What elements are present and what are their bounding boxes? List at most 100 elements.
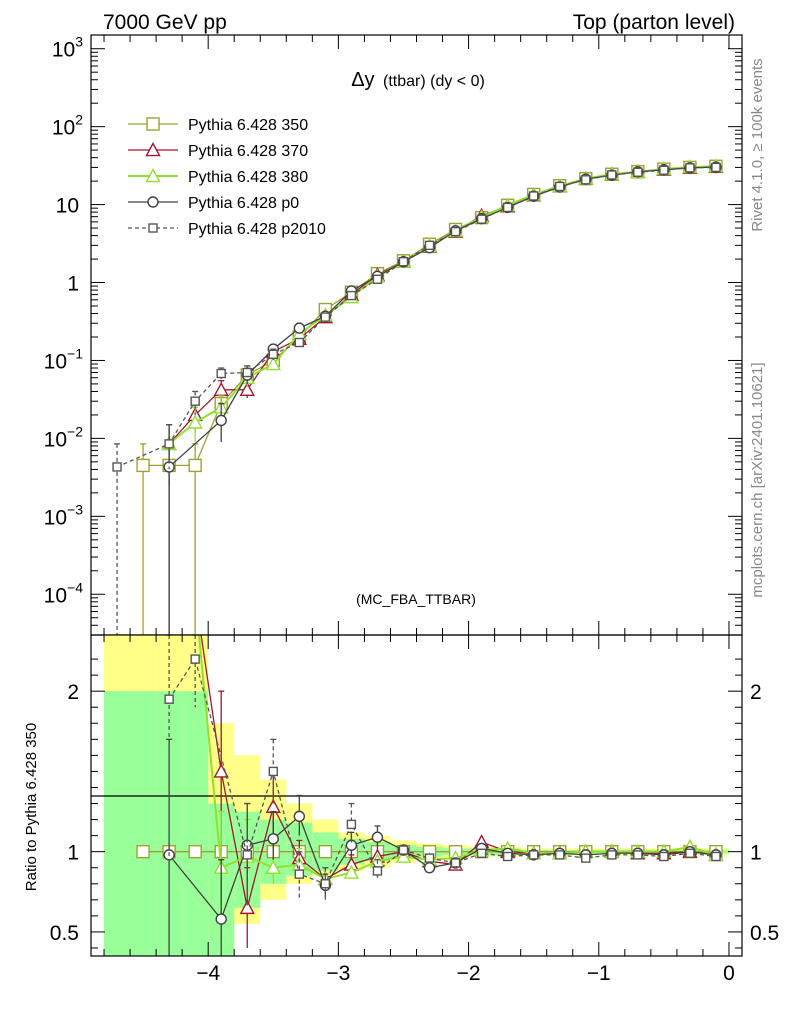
main-line-3 <box>168 166 716 468</box>
main-point-4 <box>294 337 305 348</box>
main-point-4 <box>685 163 695 173</box>
main-point-4 <box>502 202 513 213</box>
legend-label: Pythia 6.428 380 <box>188 169 308 186</box>
x-tick-label: −4 <box>196 962 220 985</box>
y-tick-label: 10 <box>56 195 79 218</box>
plot-title: Δy (ttbar) (dy < 0) <box>351 69 485 91</box>
ratio-line-2 <box>197 635 717 881</box>
main-point-2 <box>265 356 281 371</box>
ratio-tick-label: 1 <box>67 842 79 865</box>
header-left: 7000 GeV pp <box>103 11 227 34</box>
main-point-4 <box>164 439 174 449</box>
main-point-4 <box>190 396 200 406</box>
main-point-3 <box>215 414 227 427</box>
ratio-point-3 <box>371 831 384 843</box>
ratio-band-1sigma <box>130 691 157 956</box>
main-point-4 <box>633 167 643 177</box>
main-line-4 <box>116 166 716 468</box>
main-point-4 <box>346 290 357 301</box>
main-point-4 <box>242 367 252 378</box>
legend-label: Pythia 6.428 p2010 <box>188 221 326 238</box>
main-point-4 <box>476 214 487 224</box>
legend-marker <box>147 196 159 208</box>
ratio-point-3 <box>215 913 227 925</box>
ratio-point-4 <box>502 851 513 862</box>
ratio-tick-label: 0.5 <box>50 922 79 945</box>
main-point-4 <box>528 191 539 201</box>
ratio-point-4 <box>450 858 461 868</box>
y-tick-label: 10−3 <box>44 501 84 529</box>
main-panel: 10−4 10−3 10−2 10−1 1 10 102 103 <box>44 34 743 636</box>
ratio-band-1sigma <box>182 691 209 956</box>
ratio-series-4 <box>164 635 721 916</box>
y-tick-label: 102 <box>52 112 83 140</box>
y-tick-label: 10−1 <box>44 345 84 373</box>
legend-marker <box>145 142 161 157</box>
main-point-0 <box>136 458 150 473</box>
main-point-4 <box>424 240 435 251</box>
ratio-panel: 0.5 0.5 1 1 2 2 <box>50 634 779 957</box>
legend-label: Pythia 6.428 370 <box>188 143 308 160</box>
main-point-1 <box>239 381 255 397</box>
ratio-point-4 <box>190 654 200 664</box>
main-point-4 <box>398 256 409 267</box>
ratio-point-4 <box>607 850 617 860</box>
ratio-tick-label: 1 <box>750 842 762 865</box>
ratio-tick-label: 2 <box>750 681 762 704</box>
main-point-4 <box>112 462 122 472</box>
ratio-point-0 <box>188 844 202 859</box>
legend-label: Pythia 6.428 350 <box>188 117 308 134</box>
ratio-point-4 <box>346 819 357 830</box>
main-point-4 <box>268 349 278 359</box>
ratio-point-4 <box>659 851 669 862</box>
y-tick-label: 103 <box>52 34 83 62</box>
legend-marker <box>145 168 161 183</box>
ratio-point-2 <box>395 848 412 863</box>
ratio-point-4 <box>268 766 278 777</box>
x-tick-label: −3 <box>326 962 350 985</box>
main-point-4 <box>555 181 565 192</box>
main-point-4 <box>711 162 721 173</box>
ratio-tick-label: 2 <box>67 681 79 704</box>
y-tick-label: 10−4 <box>44 579 84 607</box>
ratio-point-0 <box>318 844 333 859</box>
main-point-4 <box>581 175 591 185</box>
ratio-tick-label: 0.5 <box>750 922 779 945</box>
main-point-4 <box>372 274 383 284</box>
rivet-version-text: Rivet 4.1.0, ≥ 100k events <box>749 58 766 231</box>
ratio-point-0 <box>136 844 150 859</box>
ratio-point-4 <box>476 848 487 858</box>
ratio-point-4 <box>294 869 305 879</box>
ratio-point-4 <box>398 845 409 855</box>
main-point-0 <box>188 458 202 473</box>
ratio-point-3 <box>293 810 306 823</box>
legend-label: Pythia 6.428 p0 <box>188 195 299 212</box>
ratio-point-4 <box>424 853 435 863</box>
ratio-point-4 <box>633 850 643 860</box>
mcplots-credit-text: mcplots.cern.ch [arXiv:2401.10621] <box>749 362 766 597</box>
main-point-4 <box>659 165 669 175</box>
main-point-4 <box>450 226 461 237</box>
legend: Pythia 6.428 350 Pythia 6.428 370 Pythia 6… <box>128 117 326 238</box>
ratio-point-4 <box>581 853 591 863</box>
ratio-band-1sigma <box>104 691 131 956</box>
ratio-point-3 <box>267 833 279 845</box>
ratio-point-4 <box>685 848 695 858</box>
y-tick-label: 1 <box>67 273 79 296</box>
x-tick-label: −1 <box>587 962 611 985</box>
series-4 <box>112 162 721 635</box>
ratio-point-1 <box>239 899 255 915</box>
main-point-4 <box>320 312 331 322</box>
x-tick-label: 0 <box>723 962 735 985</box>
ratio-point-4 <box>555 850 565 860</box>
ratio-point-2 <box>265 859 281 874</box>
y-tick-label: 10−2 <box>44 423 84 451</box>
title-detail: (ttbar) (dy < 0) <box>383 73 485 90</box>
main-point-4 <box>607 170 617 180</box>
ratio-ylabel: Ratio to Pythia 6.428 350 <box>23 723 40 891</box>
ratio-point-4 <box>711 851 721 862</box>
x-tick-label: −2 <box>457 962 481 985</box>
title-symbol: Δy <box>351 69 374 91</box>
analysis-watermark: (MC_FBA_TTBAR) <box>356 591 476 607</box>
